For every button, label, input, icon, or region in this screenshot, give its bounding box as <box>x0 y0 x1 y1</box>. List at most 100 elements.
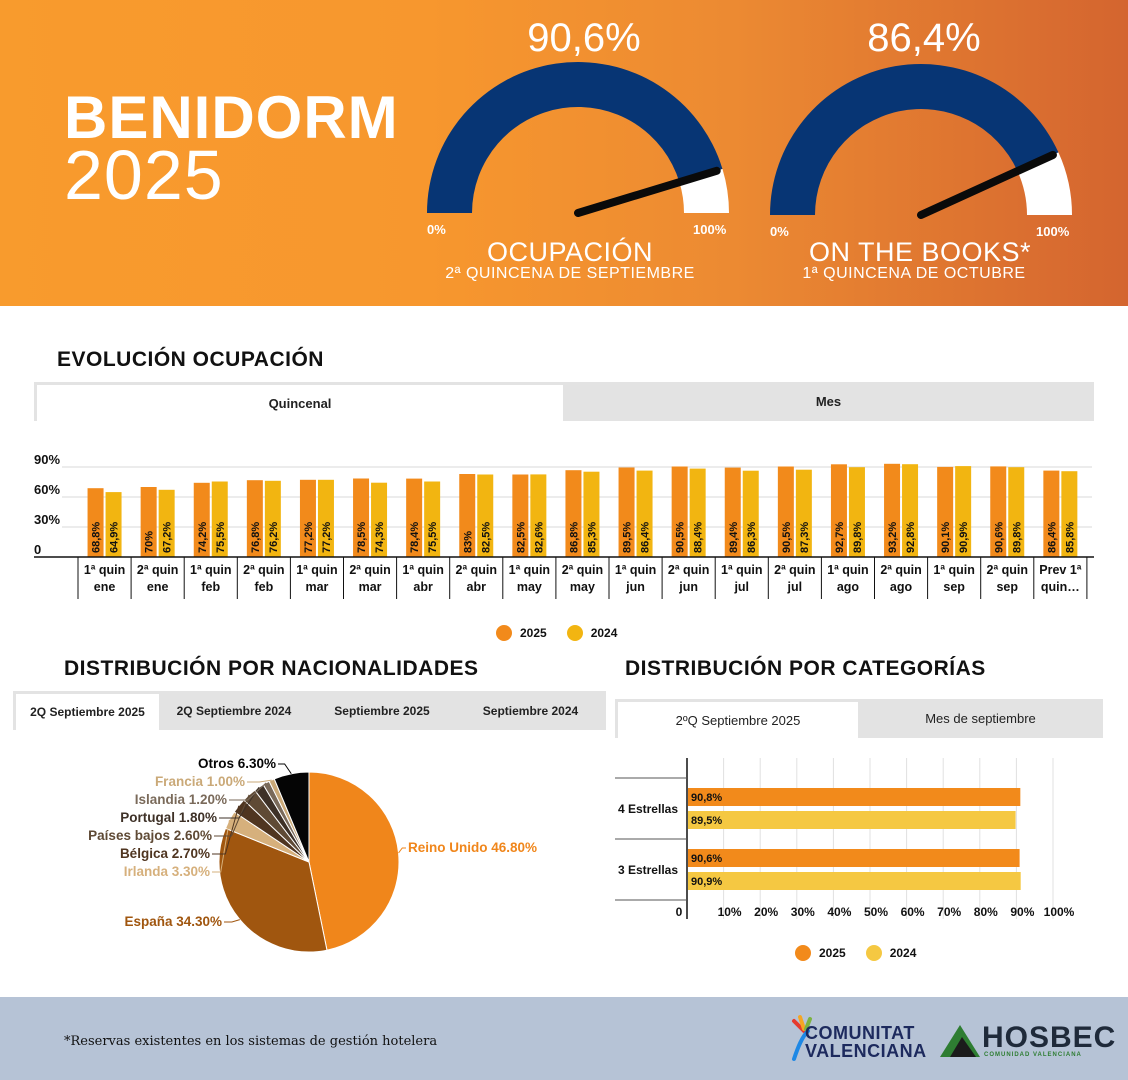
gauge-needle <box>574 166 721 217</box>
bar-2024[interactable] <box>530 474 547 557</box>
bar-2025[interactable] <box>688 849 1020 867</box>
bar-2025[interactable] <box>353 478 370 558</box>
x-tick-label: 1ª quin <box>933 563 974 577</box>
bar-2024[interactable] <box>848 467 865 557</box>
bar-2025[interactable] <box>777 466 794 558</box>
hosbec-logo-subtitle: COMUNIDAD VALENCIANA <box>984 1052 1082 1058</box>
bar-2025[interactable] <box>140 487 157 557</box>
bar-2024[interactable] <box>158 489 175 557</box>
tab-mes-septiembre[interactable]: Mes de septiembre <box>925 711 1036 726</box>
bar-2025[interactable] <box>193 482 210 557</box>
bar-2024[interactable] <box>1061 471 1078 557</box>
x-tick-label: abr <box>467 580 487 594</box>
bar-2025[interactable] <box>724 467 741 557</box>
categorias-plot: 0 10% 20% 30% 40% 50% 60% 70% 80% 90% 100% 4 Estrel… <box>615 758 1075 919</box>
gauge-ocupacion-max: 100% <box>693 222 727 237</box>
comunitat-valenciana-logo-text: COMUNITAT VALENCIANA <box>805 1024 927 1060</box>
pie-label: Otros 6.30% <box>198 756 276 771</box>
bar-2024[interactable] <box>688 872 1021 890</box>
x-tick-label: mar <box>359 580 382 594</box>
bar-value-label: 89,5% <box>622 522 634 553</box>
bar-2025[interactable] <box>618 467 635 558</box>
x-tick-label: jul <box>787 580 803 594</box>
bar-value-label: 85,3% <box>586 522 598 553</box>
bar-2025[interactable] <box>688 788 1021 806</box>
x-tick-label: 40% <box>827 905 851 919</box>
tab-2q-sep-2025[interactable]: 2Q Septiembre 2025 <box>16 694 159 730</box>
tab-quincenal[interactable]: Quincenal <box>37 385 563 421</box>
gauge-needle <box>917 150 1057 219</box>
bar-value-label: 90,9% <box>958 522 970 553</box>
bar-value-label: 82,6% <box>533 522 545 553</box>
y-tick-label: 0 <box>34 542 41 557</box>
x-tick-label: 2ª quin <box>456 563 497 577</box>
categorias-tabs: 2ºQ Septiembre 2025 Mes de septiembre <box>615 699 1103 738</box>
header-banner: BENIDORM 2025 90,6% 0% 100% OCUPACIÓN 2ª… <box>0 0 1128 306</box>
x-tick-label: Prev 1ª <box>1039 563 1082 577</box>
gauge-ocupacion-min: 0% <box>427 222 446 237</box>
bar-2025[interactable] <box>87 488 104 557</box>
bar-2024[interactable] <box>371 482 388 557</box>
bar-2025[interactable] <box>1043 470 1060 557</box>
pie-leader-line <box>212 819 230 873</box>
bar-2025[interactable] <box>299 479 316 557</box>
bar-2024[interactable] <box>742 470 759 557</box>
bar-2025[interactable] <box>512 474 529 558</box>
gauge-books-min: 0% <box>770 224 789 239</box>
x-tick-label: mar <box>305 580 328 594</box>
x-tick-label: ene <box>147 580 169 594</box>
x-tick-label: sep <box>996 580 1018 594</box>
tab-mes[interactable]: Mes <box>815 394 842 409</box>
bar-2025[interactable] <box>459 474 476 557</box>
bar-value-label: 85,8% <box>1064 522 1076 553</box>
bar-2024[interactable] <box>636 470 653 557</box>
x-tick-label: 80% <box>974 905 998 919</box>
bar-2024[interactable] <box>211 481 228 558</box>
bar-2024[interactable] <box>317 479 334 557</box>
bar-2024[interactable] <box>583 471 600 557</box>
pie-leader-line <box>229 782 267 801</box>
x-tick-label: 1ª quin <box>402 563 443 577</box>
bar-value-label: 86,4% <box>1046 522 1058 553</box>
bar-2025[interactable] <box>671 466 688 558</box>
bar-2024[interactable] <box>424 481 441 558</box>
bar-value-label: 86,8% <box>568 522 580 553</box>
bar-2024[interactable] <box>955 466 972 557</box>
bar-2025[interactable] <box>246 480 263 557</box>
x-tick-label: 100% <box>1044 905 1075 919</box>
tab-2q-sep-2024[interactable]: 2Q Septiembre 2024 <box>176 703 292 718</box>
bar-2024[interactable] <box>477 474 494 558</box>
bar-2025[interactable] <box>830 464 847 557</box>
bar-value-label: 78,5% <box>356 522 368 553</box>
tab-sep-2025[interactable]: Septiembre 2025 <box>334 703 430 718</box>
bar-2025[interactable] <box>990 466 1007 557</box>
bar-2024[interactable] <box>105 492 122 557</box>
tab-2q-sep-2025-cat[interactable]: 2ºQ Septiembre 2025 <box>618 702 858 738</box>
bar-2025[interactable] <box>565 470 582 557</box>
gauge-books-subtitle: 1ª QUINCENA DE OCTUBRE <box>802 265 1026 282</box>
bar-2025[interactable] <box>937 466 954 557</box>
x-tick-label: jul <box>733 580 749 594</box>
tab-sep-2024[interactable]: Septiembre 2024 <box>482 703 579 718</box>
comunitat-valenciana-logo-mark <box>792 1015 812 1061</box>
pie-slice[interactable] <box>273 771 310 863</box>
bar-2025[interactable] <box>884 463 901 557</box>
bar-2024[interactable] <box>689 468 706 557</box>
nacionalidades-title: DISTRIBUCIÓN POR NACIONALIDADES <box>64 657 479 680</box>
x-tick-label: 1ª quin <box>827 563 868 577</box>
x-tick-label: 0 <box>676 905 683 919</box>
evolucion-title: EVOLUCIÓN OCUPACIÓN <box>57 348 324 371</box>
bar-2024[interactable] <box>688 811 1016 829</box>
bar-2024[interactable] <box>264 480 281 557</box>
y-tick-label: 4 Estrellas <box>618 802 678 816</box>
bar-2024[interactable] <box>902 464 919 557</box>
pie-slice[interactable] <box>218 827 328 953</box>
bar-2024[interactable] <box>795 469 812 557</box>
x-tick-label: 2ª quin <box>987 563 1028 577</box>
bar-2025[interactable] <box>406 478 423 557</box>
x-tick-label: 2ª quin <box>349 563 390 577</box>
bar-value-label: 90,1% <box>940 522 952 553</box>
bar-2024[interactable] <box>1008 467 1025 557</box>
